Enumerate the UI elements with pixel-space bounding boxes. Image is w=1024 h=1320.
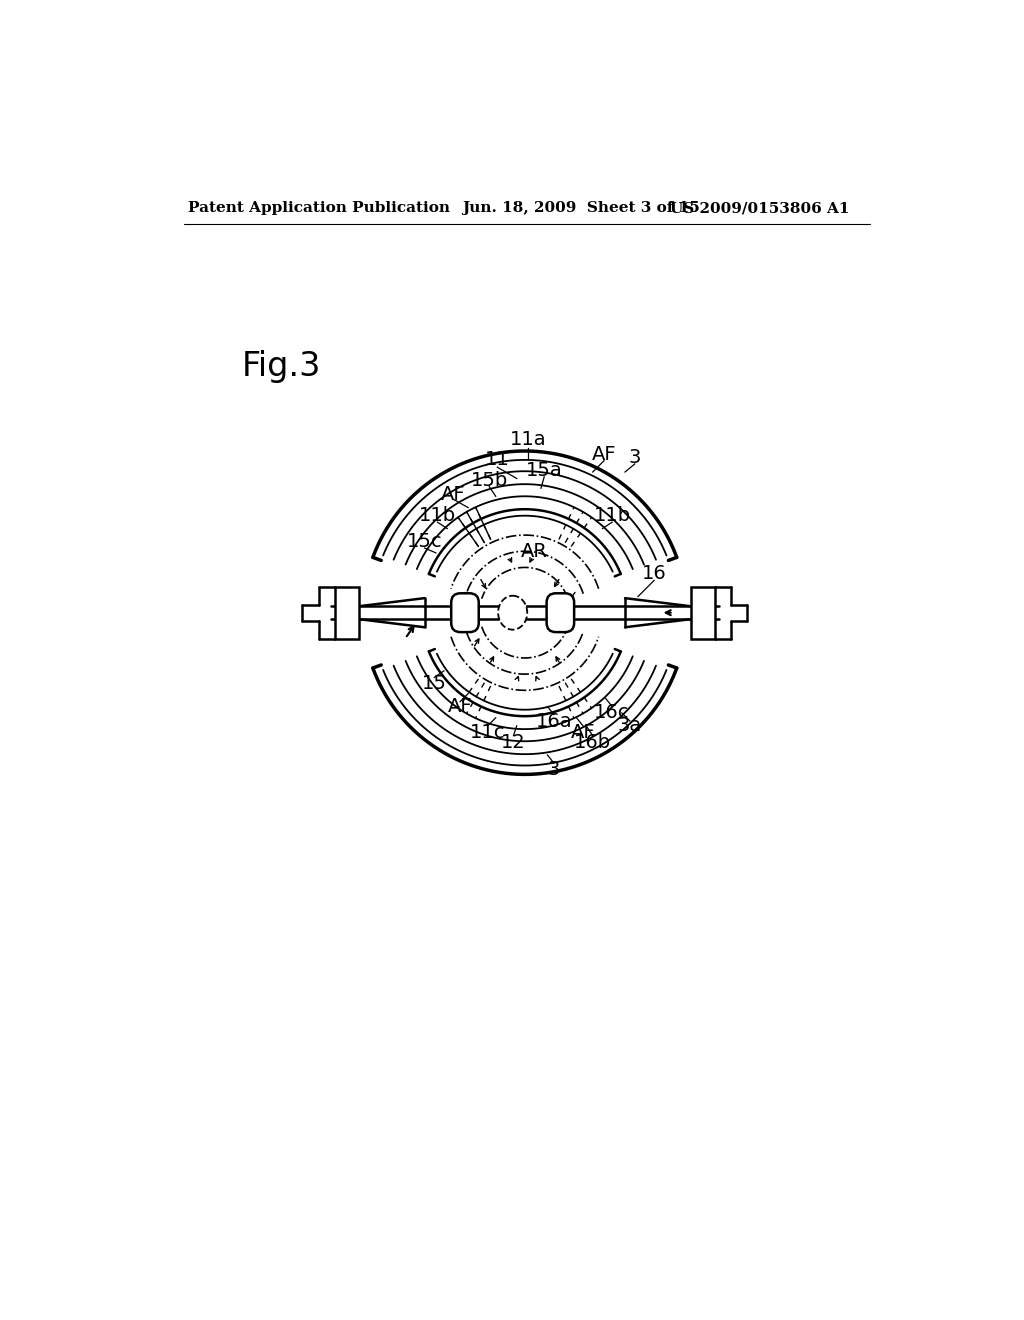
- Text: Patent Application Publication: Patent Application Publication: [188, 202, 451, 215]
- Text: 11b: 11b: [594, 506, 631, 525]
- Text: AF: AF: [570, 723, 595, 742]
- Text: AF: AF: [592, 445, 616, 463]
- Text: 12: 12: [501, 733, 526, 751]
- Text: 15: 15: [422, 675, 446, 693]
- Text: 11c: 11c: [470, 723, 506, 742]
- Text: Fig.3: Fig.3: [243, 350, 322, 383]
- Text: 11a: 11a: [510, 430, 547, 449]
- Text: AR: AR: [521, 541, 548, 561]
- FancyBboxPatch shape: [452, 593, 479, 632]
- Text: 15a: 15a: [526, 461, 562, 480]
- Text: 3a: 3a: [617, 717, 642, 735]
- Text: 3: 3: [629, 447, 641, 467]
- Text: 15b: 15b: [471, 471, 508, 490]
- Bar: [690, 587, 715, 639]
- Text: 3: 3: [548, 760, 560, 779]
- Text: 11: 11: [485, 450, 510, 469]
- Text: US 2009/0153806 A1: US 2009/0153806 A1: [670, 202, 849, 215]
- Text: AF: AF: [441, 486, 466, 504]
- Text: 16a: 16a: [536, 711, 572, 730]
- Text: Jun. 18, 2009  Sheet 3 of 15: Jun. 18, 2009 Sheet 3 of 15: [462, 202, 699, 215]
- Ellipse shape: [498, 595, 527, 630]
- Text: 16c: 16c: [594, 704, 630, 722]
- Text: AF: AF: [447, 697, 472, 715]
- FancyBboxPatch shape: [547, 593, 574, 632]
- Text: 15c: 15c: [407, 532, 442, 550]
- Text: 16: 16: [642, 565, 667, 583]
- Text: 11b: 11b: [419, 506, 456, 525]
- Text: 16b: 16b: [574, 733, 611, 751]
- Bar: [335, 587, 359, 639]
